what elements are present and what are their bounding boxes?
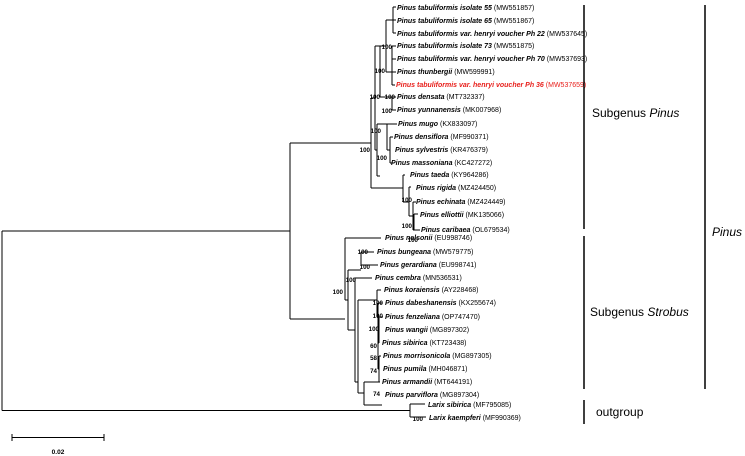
tip-label: Pinus tabuliformis isolate 65 (MW551867) xyxy=(397,18,534,25)
label-subgenus-strobus: Subgenus Strobus xyxy=(590,305,689,319)
tip-label: Pinus elliottii (MK135066) xyxy=(420,212,504,219)
tip-label: Pinus echinata (MZ424449) xyxy=(416,199,506,206)
support-value: 60 xyxy=(370,343,377,350)
scale-bar-label: 0.02 xyxy=(52,449,65,456)
tip-label: Larix kaempferi (MF990369) xyxy=(429,415,521,422)
tip-label: Pinus sibirica (KT723438) xyxy=(382,340,466,347)
tip-label: Pinus densata (MT732337) xyxy=(397,94,485,101)
support-value: 100 xyxy=(382,44,393,51)
support-value: 100 xyxy=(369,326,380,333)
tip-label: Pinus mugo (KX833097) xyxy=(398,121,477,128)
support-value: 100 xyxy=(402,223,413,230)
tip-label: Pinus caribaea (OL679534) xyxy=(421,227,510,234)
support-value: 74 xyxy=(370,368,377,375)
support-value: 100 xyxy=(360,264,371,271)
tip-label: Pinus parviflora (MG897304) xyxy=(385,392,479,399)
tip-label: Pinus wangii (MG897302) xyxy=(385,327,469,334)
tip-label: Pinus cembra (MN536531) xyxy=(375,275,462,282)
support-value: 100 xyxy=(413,416,424,423)
support-value: 100 xyxy=(382,108,393,115)
clade-brackets xyxy=(583,5,706,424)
support-value: 100 xyxy=(370,94,381,101)
support-value: 100 xyxy=(402,197,413,204)
support-value: 100 xyxy=(360,147,371,154)
support-value: 100 xyxy=(371,128,382,135)
scale-bar: 0.02 xyxy=(11,434,105,456)
tip-label: Pinus armandii (MT644191) xyxy=(382,379,472,386)
support-values: 100 100 100 100 100 100 100 100 100 100 … xyxy=(333,44,424,423)
tip-label: Pinus tabuliformis isolate 55 (MW551857) xyxy=(397,5,534,12)
support-value: 100 xyxy=(373,300,384,307)
tip-label: Pinus morrisonicola (MG897305) xyxy=(383,353,492,360)
support-value: 100 xyxy=(346,277,357,284)
tip-label-highlighted: Pinus tabuliformis var. henryi voucher P… xyxy=(396,82,586,89)
tip-label: Pinus sylvestris (KR476379) xyxy=(395,147,488,154)
tip-label: Pinus fenzeliana (OP747470) xyxy=(385,314,480,321)
tip-label: Pinus thunbergii (MW599991) xyxy=(397,69,495,76)
label-subgenus-pinus: Subgenus Pinus xyxy=(592,106,679,120)
support-value: 100 xyxy=(358,249,369,256)
tip-label: Pinus pumila (MH046871) xyxy=(383,366,467,373)
label-genus-pinus: Pinus xyxy=(712,225,742,239)
support-value: 100 xyxy=(377,155,388,162)
tip-label: Pinus dabeshanensis (KX255674) xyxy=(385,300,496,307)
tip-labels: Pinus tabuliformis isolate 55 (MW551857)… xyxy=(375,5,587,422)
tip-label: Larix sibirica (MF795085) xyxy=(428,402,511,409)
tip-label: Pinus tabuliformis var. henryi voucher P… xyxy=(397,56,587,63)
support-value: 58 xyxy=(370,355,377,362)
support-value: 74 xyxy=(373,391,380,398)
tip-label: Pinus densiflora (MF990371) xyxy=(394,134,489,141)
tip-label: Pinus tabuliformis isolate 73 (MW551875) xyxy=(397,43,534,50)
tip-label: Pinus taeda (KY964286) xyxy=(410,172,489,179)
tip-label: Pinus gerardiana (EU998741) xyxy=(380,262,477,269)
support-value: 100 xyxy=(373,313,384,320)
tip-label: Pinus koraiensis (AY228468) xyxy=(384,287,478,294)
support-value: 100 xyxy=(333,289,344,296)
tip-label: Pinus bungeana (MW579775) xyxy=(377,249,473,256)
tip-label: Pinus massoniana (KC427272) xyxy=(391,160,492,167)
tree-branches xyxy=(1,6,426,418)
tip-label: Pinus nelsonii (EU998746) xyxy=(385,235,472,242)
tip-label: Pinus tabuliformis var. henryi voucher P… xyxy=(397,31,587,38)
support-value: 100 xyxy=(408,237,419,244)
support-value: 100 xyxy=(375,68,386,75)
support-value: 100 xyxy=(385,94,396,101)
tip-label: Pinus yunnanensis (MK007968) xyxy=(397,107,501,114)
tip-label: Pinus rigida (MZ424450) xyxy=(416,185,496,192)
label-outgroup: outgroup xyxy=(596,405,644,419)
